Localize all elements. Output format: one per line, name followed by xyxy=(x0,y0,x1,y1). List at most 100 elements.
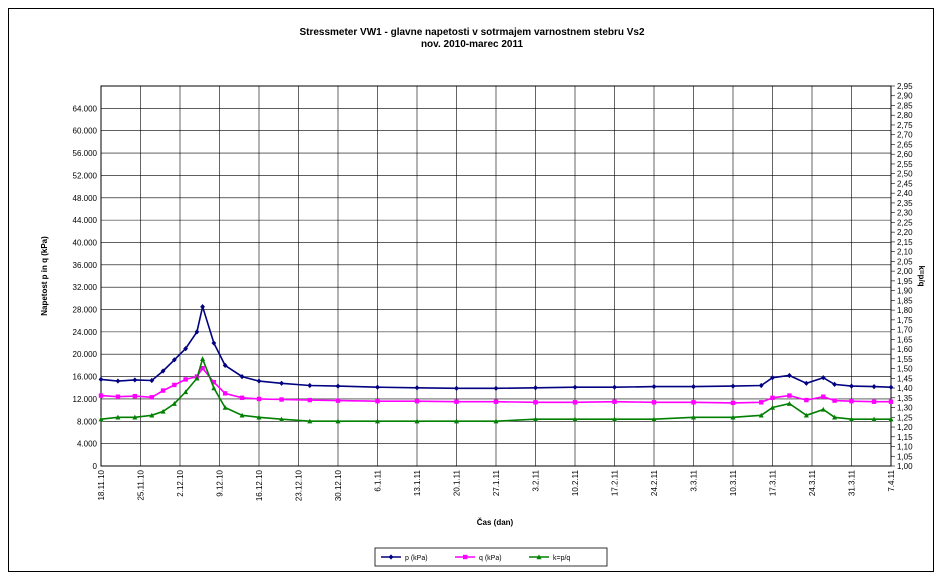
series-point xyxy=(849,398,854,404)
y2-tick-label: 1,95 xyxy=(897,277,913,286)
series-point xyxy=(239,373,245,380)
y2-tick-label: 1,45 xyxy=(897,374,913,383)
series-point xyxy=(770,375,775,381)
y2-tick-label: 2,75 xyxy=(897,121,913,130)
y2-tick-label: 2,30 xyxy=(897,209,913,218)
series-point xyxy=(256,414,262,420)
y2-tick-label: 2,40 xyxy=(897,189,913,198)
x-tick-label: 31.3.11 xyxy=(848,469,857,496)
series-point xyxy=(493,399,499,404)
series-point xyxy=(98,393,104,398)
series-point xyxy=(211,340,217,346)
y2-tick-label: 2,05 xyxy=(897,257,913,266)
series-point xyxy=(211,385,217,391)
series-point xyxy=(759,400,764,405)
series-point xyxy=(335,418,341,424)
series-point xyxy=(651,400,657,405)
series-point xyxy=(493,418,499,424)
y2-tick-label: 1,05 xyxy=(897,452,913,461)
legend-box xyxy=(374,547,608,567)
series-point xyxy=(149,395,154,400)
series-point xyxy=(375,384,380,390)
legend-marker xyxy=(536,554,542,560)
y2-axis-label: k=p/q xyxy=(917,265,926,286)
series-point xyxy=(132,393,138,399)
x-tick-label: 10.3.11 xyxy=(729,469,738,496)
y2-tick-label: 2,60 xyxy=(897,150,913,159)
series-point xyxy=(888,399,894,404)
y2-tick-label: 1,35 xyxy=(897,394,913,403)
x-tick-label: 17.3.11 xyxy=(769,469,778,496)
series-point xyxy=(832,381,837,388)
x-tick-label: 3.3.11 xyxy=(690,469,699,491)
x-tick-label: 30.12.10 xyxy=(334,469,343,501)
y2-tick-label: 2,10 xyxy=(897,248,913,257)
series-point xyxy=(849,383,854,389)
series-point xyxy=(279,397,284,402)
series-point xyxy=(454,385,459,391)
series-point xyxy=(691,414,696,420)
series-point xyxy=(786,401,792,406)
y-tick-label: 60.000 xyxy=(73,127,98,136)
series-point xyxy=(533,385,538,391)
series-point xyxy=(375,418,380,424)
y-tick-label: 20.000 xyxy=(73,350,98,359)
series-point xyxy=(171,401,177,406)
y2-tick-label: 1,25 xyxy=(897,413,913,422)
y2-tick-label: 1,55 xyxy=(897,355,913,364)
series-point xyxy=(454,399,459,404)
series-point xyxy=(171,357,177,363)
series-point xyxy=(849,416,854,422)
series-point xyxy=(172,382,177,388)
y2-tick-label: 1,85 xyxy=(897,296,913,305)
series-point xyxy=(804,397,809,403)
y2-tick-label: 1,75 xyxy=(897,316,913,325)
y-tick-label: 40.000 xyxy=(73,238,98,247)
y2-tick-label: 2,25 xyxy=(897,218,913,227)
series-point xyxy=(572,416,578,422)
legend-label-3: k=p/q xyxy=(553,555,570,562)
y2-tick-label: 2,45 xyxy=(897,179,913,188)
x-tick-label: 16.12.10 xyxy=(255,469,264,501)
y2-tick-label: 1,15 xyxy=(897,433,913,442)
x-tick-label: 24.3.11 xyxy=(808,469,817,496)
series-point xyxy=(307,382,313,389)
series-point xyxy=(160,408,166,414)
series-point xyxy=(612,416,617,422)
y2-tick-label: 1,10 xyxy=(897,443,913,452)
series-point xyxy=(307,397,312,403)
series-point xyxy=(335,383,341,389)
series-point xyxy=(239,412,245,418)
series-point xyxy=(98,376,104,382)
y2-tick-label: 2,95 xyxy=(897,82,913,91)
y2-tick-label: 1,50 xyxy=(897,365,913,374)
series-point xyxy=(871,416,877,422)
y2-tick-label: 1,60 xyxy=(897,345,913,354)
x-tick-label: 17.2.11 xyxy=(611,469,620,496)
series-point xyxy=(454,418,459,424)
y2-tick-label: 2,85 xyxy=(897,101,913,110)
x-tick-label: 2.12.10 xyxy=(176,469,185,496)
series-point xyxy=(493,385,499,391)
series-point xyxy=(183,346,189,352)
y-tick-label: 64.000 xyxy=(73,104,98,113)
series-point xyxy=(256,396,262,402)
y2-tick-label: 1,30 xyxy=(897,404,913,413)
y2-tick-label: 2,65 xyxy=(897,140,913,149)
series-point xyxy=(533,416,538,422)
series-point xyxy=(691,384,696,390)
x-tick-label: 13.1.11 xyxy=(413,469,422,496)
series-point xyxy=(758,382,764,389)
series-point xyxy=(132,377,138,383)
series-point xyxy=(888,384,894,390)
x-tick-label: 25.11.10 xyxy=(137,469,146,500)
x-tick-label: 20.1.11 xyxy=(453,469,462,496)
series-point xyxy=(132,414,138,420)
series-point xyxy=(200,356,206,362)
y-tick-label: 8.000 xyxy=(77,417,98,426)
x-axis-label: Čas (dan) xyxy=(477,518,514,527)
series-point xyxy=(730,414,736,420)
series-point xyxy=(149,412,155,418)
series-point xyxy=(335,398,341,403)
series-point xyxy=(375,398,380,404)
